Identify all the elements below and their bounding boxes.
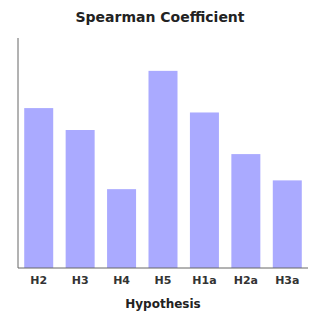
bars — [24, 71, 302, 268]
x-tick-label: H5 — [155, 274, 172, 287]
chart-svg: Spearman Coefficient H2 H3 H4 H5 H1a H2a H3a Hyp… — [0, 0, 320, 320]
bar — [24, 108, 53, 268]
bar — [231, 154, 260, 268]
x-tick-label: H3a — [275, 274, 299, 287]
bar — [149, 71, 178, 268]
bar — [66, 130, 95, 268]
x-axis-line — [18, 268, 308, 269]
x-axis-label: Hypothesis — [125, 297, 201, 311]
bar — [107, 189, 136, 268]
bar — [190, 112, 219, 268]
bar — [273, 180, 302, 268]
x-tick-label: H2 — [30, 274, 47, 287]
x-tick-label: H3 — [72, 274, 89, 287]
y-axis-line — [18, 38, 19, 268]
x-tick-label: H4 — [113, 274, 130, 287]
x-tick-label: H1a — [192, 274, 216, 287]
chart-container: Spearman Coefficient H2 H3 H4 H5 H1a H2a H3a Hyp… — [0, 0, 320, 320]
x-tick-label: H2a — [234, 274, 258, 287]
chart-title: Spearman Coefficient — [75, 9, 244, 25]
